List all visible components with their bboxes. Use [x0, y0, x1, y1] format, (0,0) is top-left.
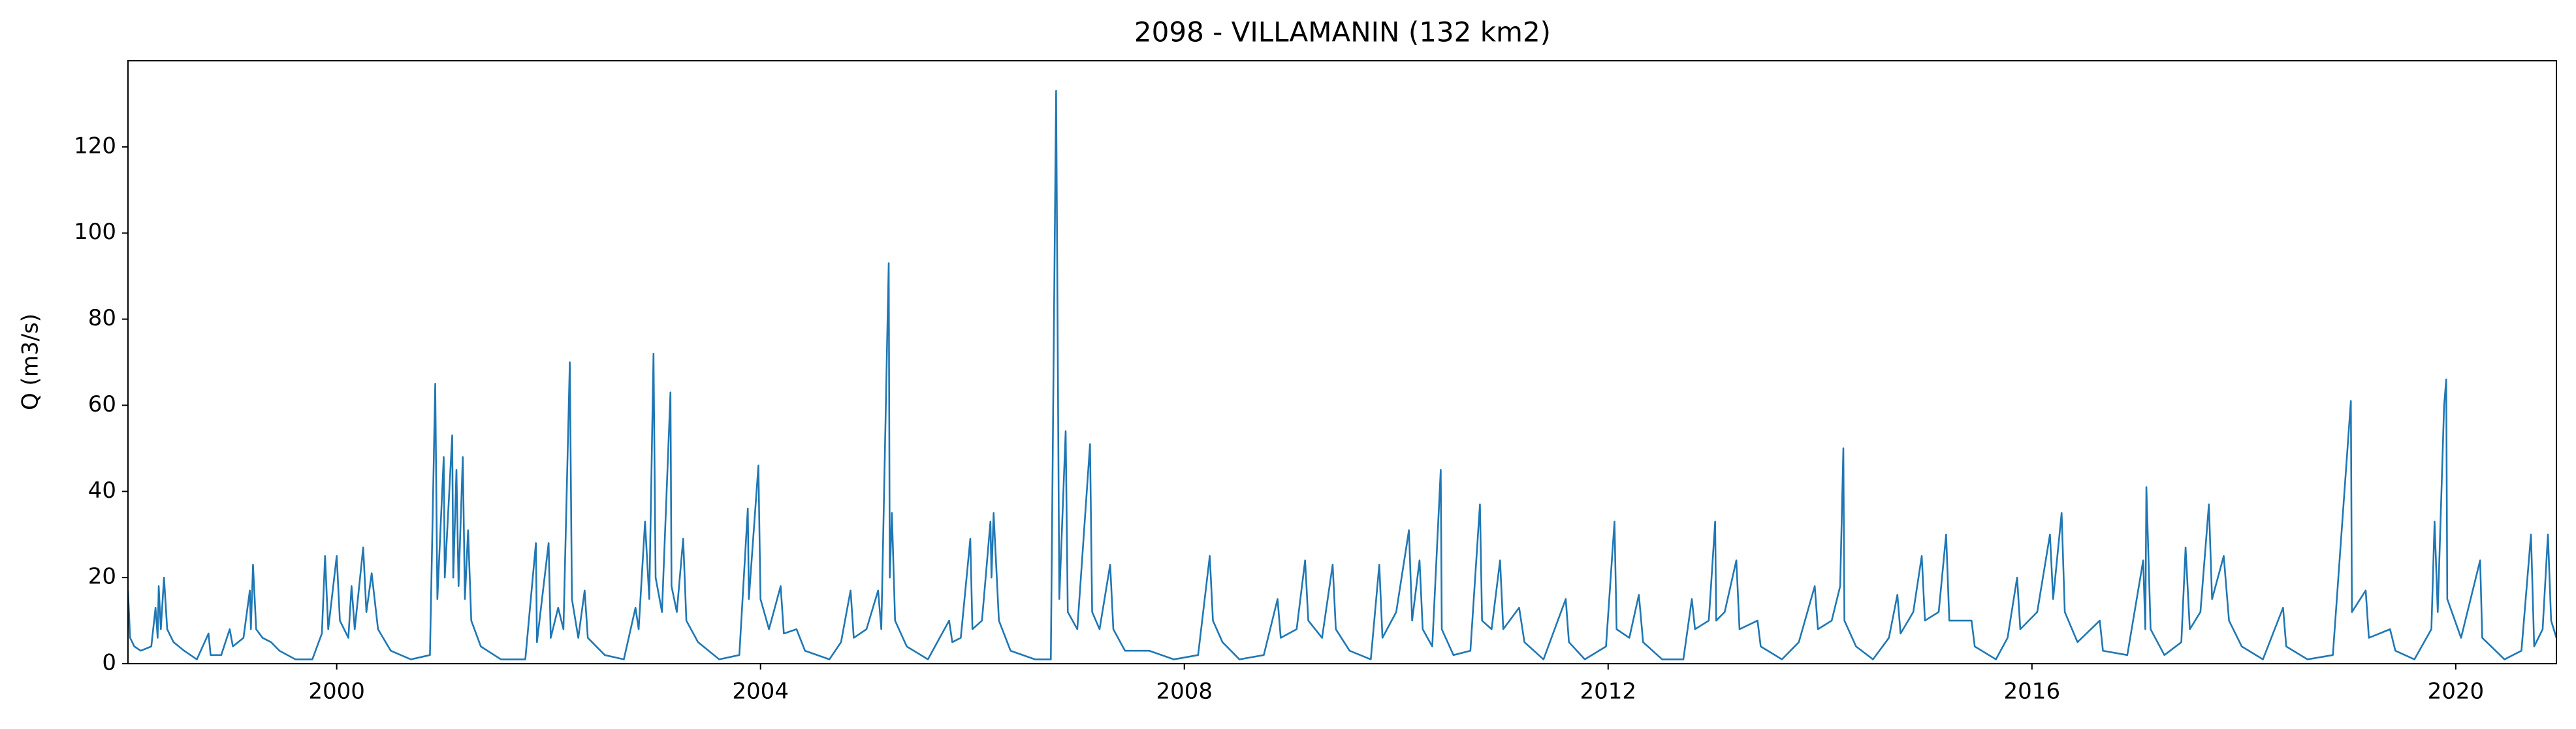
y-tick-label: 100 [74, 219, 116, 245]
x-tick-label: 2000 [308, 679, 365, 705]
y-axis-label: Q (m3/s) [18, 314, 44, 410]
x-tick-label: 2012 [1580, 679, 1637, 705]
y-tick-label: 20 [88, 564, 116, 590]
y-tick-label: 120 [74, 133, 116, 159]
y-tick-label: 0 [102, 650, 116, 676]
y-tick-label: 80 [88, 305, 116, 331]
y-tick-label: 60 [88, 391, 116, 417]
x-tick-label: 2020 [2428, 679, 2485, 705]
chart-title: 2098 - VILLAMANIN (132 km2) [1134, 16, 1551, 48]
x-tick-label: 2004 [732, 679, 789, 705]
flow-line [128, 89, 2556, 660]
y-tick-label: 40 [88, 478, 116, 504]
x-tick-label: 2008 [1156, 679, 1213, 705]
x-tick-label: 2016 [2004, 679, 2061, 705]
plot-frame [127, 60, 2557, 664]
